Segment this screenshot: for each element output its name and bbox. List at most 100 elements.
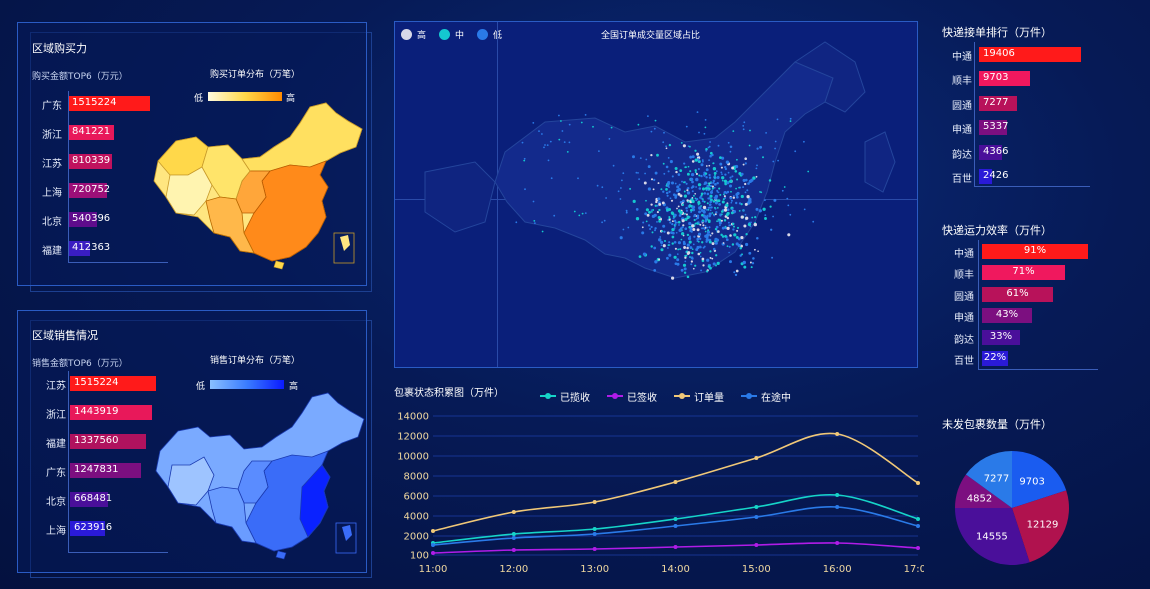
bar[interactable]: [979, 169, 992, 184]
density-dot: [670, 199, 674, 202]
bar[interactable]: [70, 492, 108, 507]
bar[interactable]: [982, 244, 1088, 259]
density-dot: [705, 176, 708, 179]
density-dot: [725, 160, 730, 164]
bar[interactable]: [70, 434, 146, 449]
density-dot: [708, 164, 711, 167]
legend-swatch[interactable]: [674, 393, 690, 399]
density-dot: [700, 208, 704, 213]
density-dot: [719, 156, 722, 159]
bar[interactable]: [982, 329, 1020, 345]
x-tick-label: 13:00: [580, 564, 609, 575]
bar[interactable]: [979, 95, 1017, 111]
density-dot: [689, 229, 692, 233]
bar[interactable]: [70, 405, 152, 420]
density-dot: [701, 213, 704, 217]
pie-slice: [1012, 451, 1067, 508]
legend-swatch[interactable]: [741, 393, 757, 399]
legend-swatch[interactable]: [607, 393, 623, 399]
bar[interactable]: [68, 154, 112, 169]
legend-label[interactable]: 在途中: [761, 393, 791, 404]
bar[interactable]: [68, 183, 107, 198]
density-dot: [686, 186, 690, 190]
density-dot: [652, 209, 655, 211]
density-dot: [731, 175, 734, 178]
density-dot: [695, 248, 699, 252]
density-dot: [688, 240, 692, 244]
bar[interactable]: [979, 47, 1081, 62]
data-point: [916, 546, 920, 550]
density-dot: [603, 219, 606, 222]
bar[interactable]: [70, 521, 105, 536]
density-dot: [728, 251, 730, 254]
density-dot: [680, 268, 684, 272]
density-dot: [687, 165, 690, 168]
bar[interactable]: [982, 265, 1065, 281]
density-dot: [709, 266, 712, 270]
density-dot: [694, 264, 697, 267]
density-dot: [701, 227, 704, 230]
density-dot: [708, 233, 711, 236]
y-tick-label: 12000: [397, 432, 429, 443]
density-dot: [729, 234, 732, 237]
bar[interactable]: [979, 120, 1007, 136]
density-dot: [676, 262, 680, 266]
density-dot: [635, 217, 640, 221]
density-dot: [691, 160, 695, 163]
density-dot: [654, 204, 657, 207]
density-dot: [707, 189, 710, 192]
bar[interactable]: [982, 308, 1032, 324]
density-dot: [684, 254, 687, 257]
density-dot: [757, 250, 759, 253]
density-dot: [709, 151, 713, 155]
density-dot: [720, 219, 723, 222]
density-dot: [521, 141, 524, 144]
density-dot: [694, 197, 697, 200]
bar[interactable]: [70, 376, 156, 391]
bar[interactable]: [979, 71, 1030, 87]
density-dot: [667, 157, 670, 159]
bar[interactable]: [982, 351, 1008, 366]
density-dot: [726, 216, 730, 220]
density-dot: [668, 241, 671, 244]
density-dot: [690, 260, 693, 263]
data-point: [592, 500, 597, 504]
bar[interactable]: [68, 212, 97, 227]
legend-swatch-dot: [545, 393, 551, 399]
density-dot: [721, 179, 724, 182]
bar[interactable]: [979, 144, 1002, 160]
density-dot: [638, 255, 642, 258]
density-dot: [747, 222, 752, 227]
density-dot: [721, 176, 725, 180]
density-dot: [707, 219, 711, 223]
density-dot: [584, 114, 587, 116]
data-point: [916, 517, 920, 521]
bar-label: 百世: [954, 356, 974, 367]
bar[interactable]: [70, 463, 141, 478]
data-point: [511, 548, 516, 552]
bar-label: 韵达: [954, 334, 974, 346]
legend-swatch[interactable]: [540, 393, 556, 399]
density-dot: [720, 171, 723, 174]
bar[interactable]: [982, 286, 1053, 302]
density-dot: [732, 196, 736, 199]
density-dot: [654, 229, 656, 232]
density-dot: [676, 253, 679, 255]
density-dot: [787, 204, 790, 207]
density-dot: [708, 173, 711, 177]
bar[interactable]: [68, 125, 114, 140]
density-dot: [684, 256, 687, 259]
legend-label[interactable]: 订单量: [694, 393, 724, 404]
density-dot: [677, 187, 681, 192]
legend-label[interactable]: 已揽收: [560, 393, 590, 404]
density-dot: [703, 132, 706, 135]
density-dot: [696, 216, 700, 219]
density-dot: [718, 222, 721, 224]
legend-label[interactable]: 已签收: [627, 393, 657, 404]
density-dot: [718, 187, 721, 190]
density-dot: [742, 209, 745, 212]
density-dot: [697, 167, 700, 171]
bar[interactable]: [68, 96, 150, 111]
density-dot: [671, 235, 675, 239]
bar[interactable]: [68, 241, 90, 256]
